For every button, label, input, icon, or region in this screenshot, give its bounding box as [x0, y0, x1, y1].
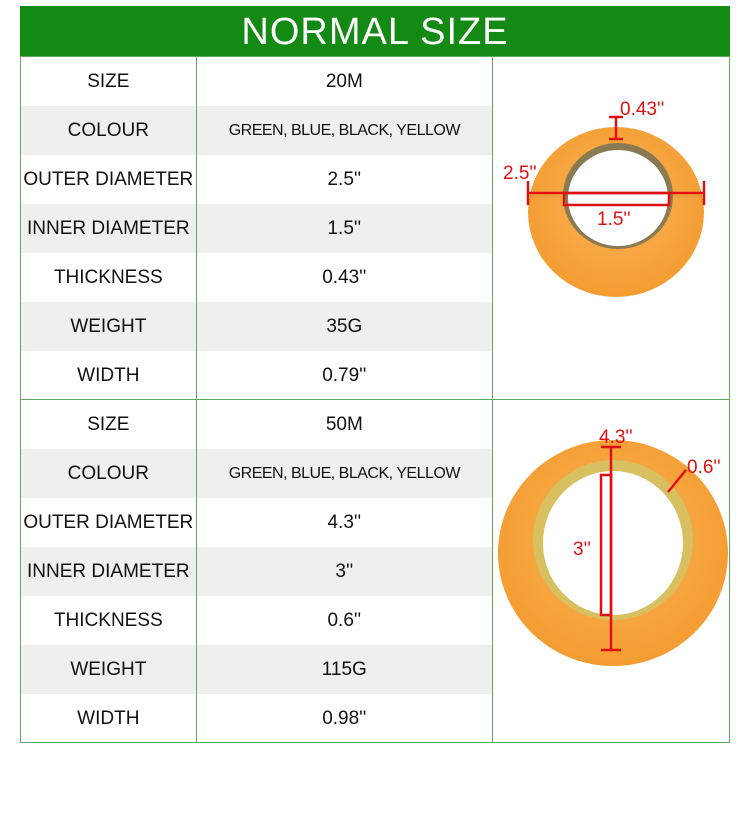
spec-value: 3'' — [197, 547, 493, 596]
page-title: NORMAL SIZE — [20, 6, 730, 56]
spec-label: WEIGHT — [21, 302, 197, 351]
spec-label: OUTER DIAMETER — [21, 498, 197, 547]
spec-label: INNER DIAMETER — [21, 204, 197, 253]
spec-value: 0.43'' — [197, 253, 493, 302]
spec-label: OUTER DIAMETER — [21, 155, 197, 204]
spec-value: 2.5'' — [197, 155, 493, 204]
spec-value: 0.98'' — [197, 694, 493, 743]
spec-value: 35G — [197, 302, 493, 351]
spec-table-20m: SIZE 20M COLOUR GREEN, BLUE, BLACK, YELLOW O… — [20, 56, 730, 400]
spec-value: 1.5'' — [197, 204, 493, 253]
table-row: INNER DIAMETER 3'' — [21, 547, 493, 596]
spec-table-50m: SIZE 50M COLOUR GREEN, BLUE, BLACK, YELLOW O… — [20, 399, 730, 743]
table-row: WEIGHT 115G — [21, 645, 493, 694]
thickness-label: 0.6'' — [687, 457, 721, 478]
spec-label: WIDTH — [21, 694, 197, 743]
table-row: WEIGHT 35G — [21, 302, 493, 351]
spec-value: 4.3'' — [197, 498, 493, 547]
spec-value: 115G — [197, 645, 493, 694]
outer-diameter-label: 2.5'' — [503, 163, 537, 184]
spec-value: 50M — [197, 400, 493, 449]
spec-label: SIZE — [21, 400, 197, 449]
spec-label: SIZE — [21, 57, 197, 106]
spec-label: COLOUR — [21, 106, 197, 155]
spec-value: GREEN, BLUE, BLACK, YELLOW — [197, 106, 493, 155]
spec-label: WIDTH — [21, 351, 197, 400]
spec-label: WEIGHT — [21, 645, 197, 694]
spec-label: THICKNESS — [21, 253, 197, 302]
spec-value: 20M — [197, 57, 493, 106]
tape-image-50m: 4.3'' 0.6'' 3'' — [493, 400, 729, 742]
table-row: WIDTH 0.98'' — [21, 694, 493, 743]
outer-diameter-label: 4.3'' — [599, 427, 633, 448]
inner-diameter-label: 3'' — [573, 539, 591, 560]
table-row: SIZE 20M — [21, 57, 493, 106]
table-row: INNER DIAMETER 1.5'' — [21, 204, 493, 253]
inner-diameter-label: 1.5'' — [597, 209, 631, 230]
tape-image-20m: 0.43'' 2.5'' 1.5'' — [493, 57, 729, 399]
table-row: THICKNESS 0.43'' — [21, 253, 493, 302]
table-row: SIZE 50M — [21, 400, 493, 449]
spec-label: THICKNESS — [21, 596, 197, 645]
spec-value: 0.6'' — [197, 596, 493, 645]
spec-label: COLOUR — [21, 449, 197, 498]
spec-label: INNER DIAMETER — [21, 547, 197, 596]
table-row: WIDTH 0.79'' — [21, 351, 493, 400]
spec-value: GREEN, BLUE, BLACK, YELLOW — [197, 449, 493, 498]
table-row: COLOUR GREEN, BLUE, BLACK, YELLOW — [21, 449, 493, 498]
table-row: THICKNESS 0.6'' — [21, 596, 493, 645]
spec-value: 0.79'' — [197, 351, 493, 400]
table-row: COLOUR GREEN, BLUE, BLACK, YELLOW — [21, 106, 493, 155]
table-row: OUTER DIAMETER 4.3'' — [21, 498, 493, 547]
table-row: OUTER DIAMETER 2.5'' — [21, 155, 493, 204]
thickness-label: 0.43'' — [620, 99, 664, 120]
